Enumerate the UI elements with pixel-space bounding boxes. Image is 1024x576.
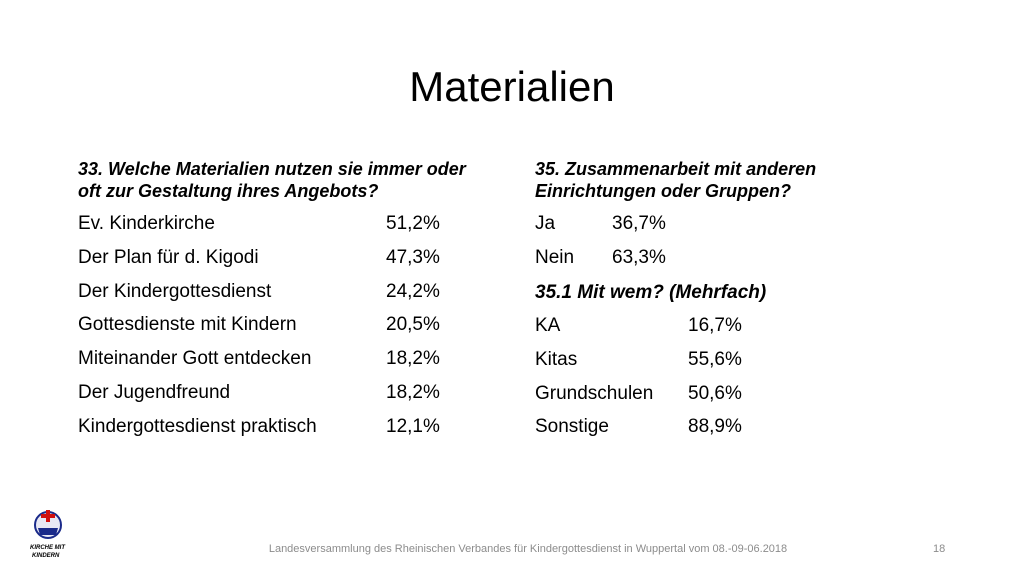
- row-value: 63,3%: [612, 246, 666, 268]
- row-value: 20,5%: [386, 314, 440, 336]
- row-value: 12,1%: [386, 415, 440, 437]
- row-value: 50,6%: [688, 382, 742, 404]
- row-value: 47,3%: [386, 246, 440, 268]
- row-label: Nein: [535, 246, 575, 268]
- logo-text: KIRCHE MIT: [30, 545, 66, 551]
- slide-title: Materialien: [409, 63, 615, 110]
- row-label: Miteinander Gott entdecken: [78, 348, 312, 370]
- row-label: Ev. Kinderkirche: [78, 213, 215, 234]
- row-value: 18,2%: [386, 348, 440, 370]
- row-value: 88,9%: [688, 416, 742, 438]
- row-label: Sonstige: [535, 416, 609, 438]
- row-label: Gottesdienste mit Kindern: [78, 314, 297, 336]
- row-value: 18,2%: [386, 382, 440, 403]
- row-value: 24,2%: [386, 280, 440, 302]
- row-value: 16,7%: [688, 315, 742, 336]
- row-value: 51,2%: [386, 213, 440, 234]
- row-value: 55,6%: [688, 348, 742, 370]
- row-label: KA: [535, 315, 561, 336]
- row-value: 36,7%: [612, 213, 666, 234]
- page-number: 18: [933, 543, 946, 555]
- row-label: Der Jugendfreund: [78, 382, 231, 403]
- footer: Landesversammlung des Rheinischen Verban…: [268, 543, 788, 555]
- logo: KIRCHE MIT KINDERN: [30, 510, 66, 559]
- row-label: Grundschulen: [535, 382, 654, 404]
- left-heading-line: 33. Welche Materialien nutzen sie immer …: [78, 159, 466, 179]
- logo-face: [38, 528, 58, 535]
- right-heading-line: 35. Zusammenarbeit mit anderen: [535, 159, 817, 179]
- row-label: Ja: [535, 213, 556, 234]
- right-subheading: 35.1 Mit wem? (Mehrfach): [535, 282, 767, 303]
- left-heading-line: oft zur Gestaltung ihres Angebots?: [78, 181, 379, 201]
- row-label: Kindergottesdienst praktisch: [78, 415, 317, 437]
- row-label: Der Kindergottesdienst: [78, 280, 272, 302]
- logo-text: KINDERN: [32, 553, 60, 559]
- row-label: Kitas: [535, 348, 578, 370]
- logo-cross: [41, 514, 55, 518]
- row-label: Der Plan für d. Kigodi: [78, 246, 259, 268]
- right-heading-line: Einrichtungen oder Gruppen?: [535, 181, 791, 201]
